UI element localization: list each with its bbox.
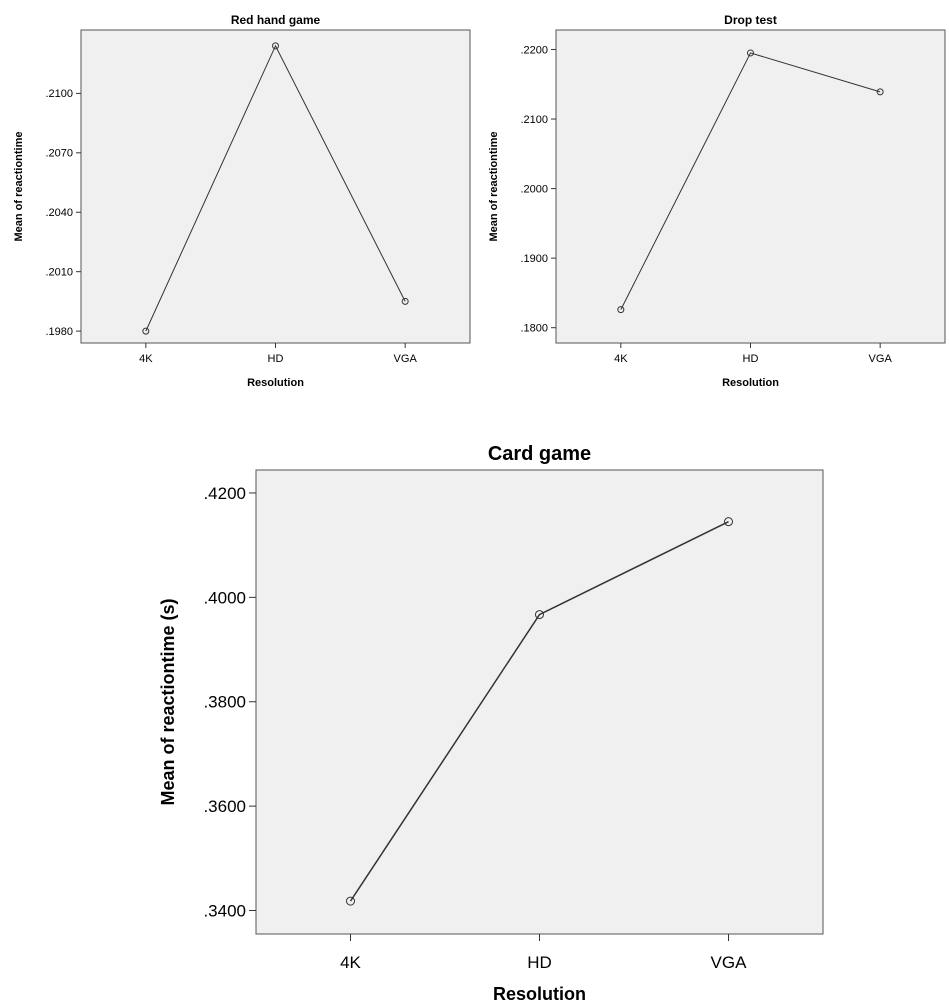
x-axis-label: Resolution [722, 377, 779, 389]
x-tick-label: HD [268, 353, 284, 365]
plot-area [555, 29, 946, 344]
y-axis-label: Mean of reactiontime [488, 131, 500, 241]
data-point [401, 297, 409, 305]
y-tick-label: .2100 [520, 114, 548, 126]
data-point [617, 306, 625, 314]
y-tick-label: .2100 [45, 88, 73, 100]
x-tick-label: VGA [711, 953, 748, 972]
y-tick-label: .3600 [203, 797, 246, 816]
y-tick-label: .4200 [203, 484, 246, 503]
x-tick-label: 4K [340, 953, 361, 972]
x-tick-label: 4K [614, 353, 628, 365]
data-point [272, 42, 279, 50]
y-tick-label: .3400 [203, 901, 246, 920]
series-line [620, 52, 881, 310]
data-point [535, 610, 544, 620]
x-tick-label: VGA [869, 353, 893, 365]
y-tick-label: .1980 [45, 326, 73, 338]
y-tick-label: .2040 [45, 207, 73, 219]
y-axis-label: Mean of reactiontime (s) [158, 598, 178, 805]
chart-title: Card game [488, 443, 591, 465]
chart-panel: Drop test .1800 .1900 .2000 .2100 .2200 4K HD VG… [488, 13, 946, 389]
data-point [724, 517, 733, 527]
x-tick-label: 4K [139, 353, 153, 365]
data-point [142, 327, 150, 335]
x-tick-label: VGA [394, 353, 418, 365]
data-point [876, 88, 884, 96]
x-axis-label: Resolution [247, 377, 304, 389]
chart-panel: Red hand game .1980 .2010 .2040 .2070 .2100 4K… [13, 13, 471, 389]
y-tick-label: .2070 [45, 148, 73, 160]
y-tick-label: .1800 [520, 323, 548, 335]
y-axis-label: Mean of reactiontime [13, 131, 25, 241]
x-tick-label: HD [743, 353, 759, 365]
series-line [349, 520, 729, 902]
y-tick-label: .2000 [520, 183, 548, 195]
y-tick-label: .2010 [45, 267, 73, 279]
x-axis-label: Resolution [493, 984, 586, 1004]
y-tick-label: .3800 [203, 693, 246, 712]
data-point [346, 896, 355, 906]
data-point [747, 49, 754, 57]
chart-panel: Card game .3400 .3600 .3800 .4000 .4200 4K HD VG… [158, 443, 824, 1004]
series-line [145, 44, 406, 332]
plot-area [80, 29, 471, 344]
y-tick-label: .1900 [520, 253, 548, 265]
chart-title: Red hand game [231, 13, 321, 27]
plot-area [255, 469, 824, 935]
y-tick-label: .4000 [203, 588, 246, 607]
y-tick-label: .2200 [520, 44, 548, 56]
chart-title: Drop test [724, 13, 777, 27]
x-tick-label: HD [527, 953, 552, 972]
